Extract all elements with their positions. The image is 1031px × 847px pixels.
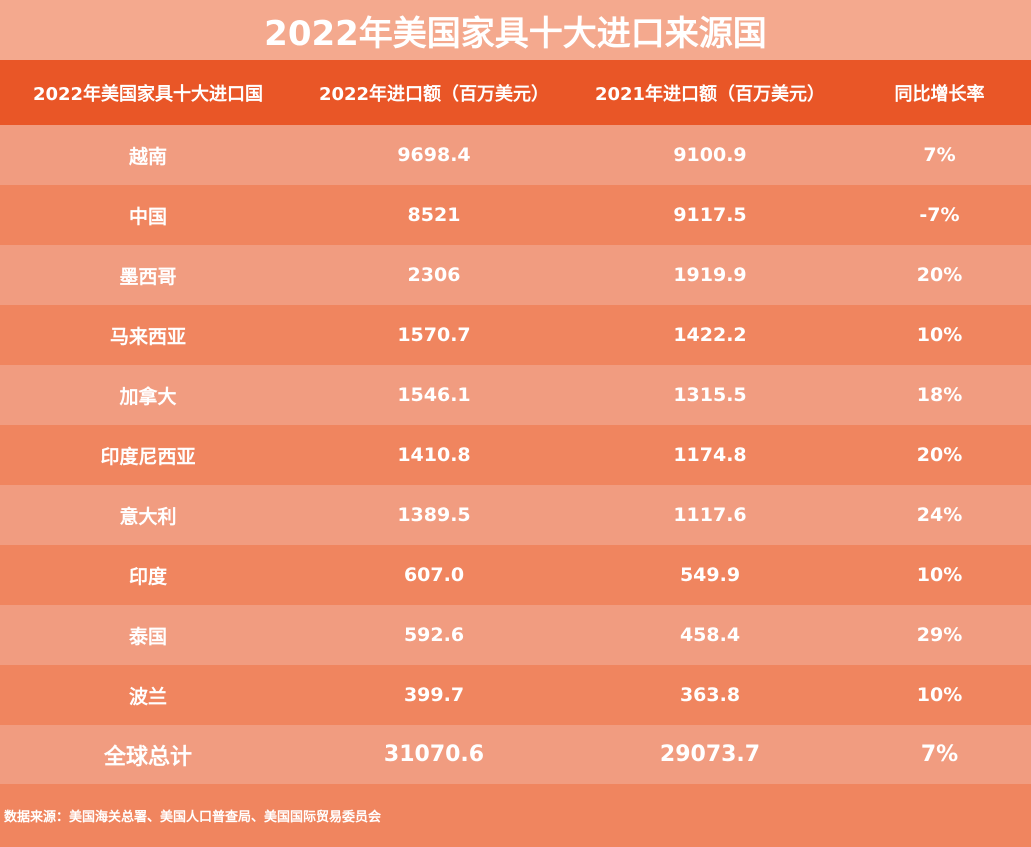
import-2021-cell: 1117.6	[673, 504, 747, 526]
import-2021-cell: 9100.9	[673, 144, 747, 166]
import-2021-cell: 9117.5	[673, 204, 747, 226]
column-header-2021: 2021年进口额（百万美元）	[594, 83, 826, 105]
country-cell: 印度尼西亚	[100, 445, 196, 468]
import-2022-cell: 9698.4	[397, 144, 471, 166]
import-2021-cell: 1174.8	[673, 444, 747, 466]
country-cell: 墨西哥	[119, 265, 177, 288]
country-cell: 加拿大	[119, 385, 177, 408]
page-title-text: 2022年美国家具十大进口来源国	[264, 13, 767, 54]
country-cell: 中国	[128, 205, 167, 228]
import-2022-cell: 1410.8	[397, 444, 471, 466]
import-2021-cell: 363.8	[679, 684, 741, 706]
source-text: 数据来源：美国海关总署、美国人口普查局、美国国际贸易委员会	[4, 809, 382, 825]
total-row: 全球总计 31070.6 29073.7 7%	[0, 725, 1031, 784]
growth-cell: 20%	[916, 444, 963, 466]
import-2022-cell: 399.7	[403, 684, 465, 706]
total-2021-cell: 29073.7	[659, 742, 761, 767]
growth-cell: 10%	[916, 684, 963, 706]
growth-cell: 29%	[916, 624, 963, 646]
table-row: 马来西亚 1570.7 1422.2 10%	[0, 305, 1031, 365]
table-row: 波兰 399.7 363.8 10%	[0, 665, 1031, 725]
table-row: 墨西哥 2306 1919.9 20%	[0, 245, 1031, 305]
table-row: 泰国 592.6 458.4 29%	[0, 605, 1031, 665]
import-2022-cell: 1570.7	[397, 324, 471, 346]
import-2022-cell: 1546.1	[397, 384, 471, 406]
import-2022-cell: 592.6	[403, 624, 465, 646]
total-label: 全球总计	[103, 744, 192, 770]
import-2022-cell: 1389.5	[397, 504, 471, 526]
growth-cell: 10%	[916, 324, 963, 346]
growth-cell: 10%	[916, 564, 963, 586]
import-2022-cell: 607.0	[403, 564, 465, 586]
import-2022-cell: 8521	[407, 204, 461, 226]
import-2021-cell: 1315.5	[673, 384, 747, 406]
import-2022-cell: 2306	[407, 264, 461, 286]
table-row: 印度尼西亚 1410.8 1174.8 20%	[0, 425, 1031, 485]
growth-cell: 20%	[916, 264, 963, 286]
import-2021-cell: 1919.9	[673, 264, 747, 286]
table-header-row: 2022年美国家具十大进口国 2022年进口额（百万美元） 2021年进口额（百…	[0, 60, 1031, 125]
column-header-2022: 2022年进口额（百万美元）	[318, 83, 550, 105]
country-cell: 马来西亚	[109, 325, 186, 348]
growth-cell: -7%	[919, 204, 960, 226]
total-growth-cell: 7%	[920, 742, 959, 767]
growth-cell: 18%	[916, 384, 963, 406]
table-row: 越南 9698.4 9100.9 7%	[0, 125, 1031, 185]
country-cell: 意大利	[119, 505, 177, 528]
country-cell: 泰国	[128, 625, 167, 648]
country-cell: 印度	[128, 565, 167, 588]
country-cell: 波兰	[128, 685, 167, 708]
table-row: 意大利 1389.5 1117.6 24%	[0, 485, 1031, 545]
page-title: 2022年美国家具十大进口来源国	[0, 0, 1031, 60]
import-2021-cell: 1422.2	[673, 324, 747, 346]
growth-cell: 24%	[916, 504, 963, 526]
growth-cell: 7%	[923, 144, 956, 166]
table-row: 中国 8521 9117.5 -7%	[0, 185, 1031, 245]
column-header-growth: 同比增长率	[894, 83, 985, 105]
country-cell: 越南	[128, 145, 167, 168]
import-2021-cell: 458.4	[679, 624, 741, 646]
import-2021-cell: 549.9	[679, 564, 741, 586]
table-row: 加拿大 1546.1 1315.5 18%	[0, 365, 1031, 425]
total-2022-cell: 31070.6	[383, 742, 485, 767]
column-header-country: 2022年美国家具十大进口国	[32, 83, 264, 105]
source-note: 数据来源：美国海关总署、美国人口普查局、美国国际贸易委员会	[0, 784, 1031, 846]
import-table: 2022年美国家具十大进口国 2022年进口额（百万美元） 2021年进口额（百…	[0, 60, 1031, 784]
table-row: 印度 607.0 549.9 10%	[0, 545, 1031, 605]
